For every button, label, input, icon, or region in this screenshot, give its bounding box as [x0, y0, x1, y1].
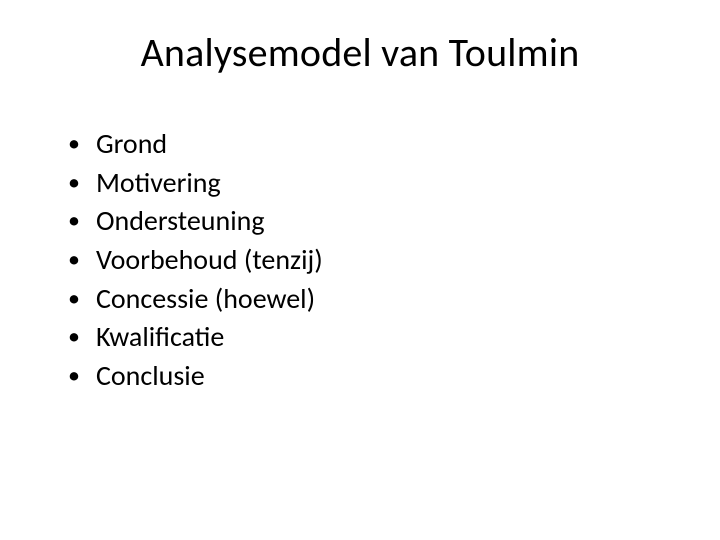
bullet-list: • Grond • Motivering • Ondersteuning • V…: [50, 125, 670, 395]
list-item: • Motivering: [68, 164, 670, 203]
bullet-text: Ondersteuning: [96, 202, 265, 241]
list-item: • Kwalificatie: [68, 318, 670, 357]
bullet-text: Motivering: [96, 164, 221, 203]
slide-container: Analysemodel van Toulmin • Grond • Motiv…: [0, 0, 720, 540]
bullet-icon: •: [68, 241, 80, 278]
bullet-text: Grond: [96, 125, 167, 164]
bullet-text: Voorbehoud (tenzij): [96, 241, 323, 280]
bullet-text: Conclusie: [96, 357, 205, 396]
bullet-text: Kwalificatie: [96, 318, 224, 357]
bullet-icon: •: [68, 280, 80, 317]
list-item: • Concessie (hoewel): [68, 280, 670, 319]
bullet-text: Concessie (hoewel): [96, 280, 315, 319]
bullet-icon: •: [68, 318, 80, 355]
bullet-icon: •: [68, 357, 80, 394]
list-item: • Conclusie: [68, 357, 670, 396]
bullet-icon: •: [68, 202, 80, 239]
bullet-icon: •: [68, 125, 80, 162]
bullet-icon: •: [68, 164, 80, 201]
list-item: • Voorbehoud (tenzij): [68, 241, 670, 280]
list-item: • Ondersteuning: [68, 202, 670, 241]
list-item: • Grond: [68, 125, 670, 164]
slide-title: Analysemodel van Toulmin: [50, 28, 670, 77]
